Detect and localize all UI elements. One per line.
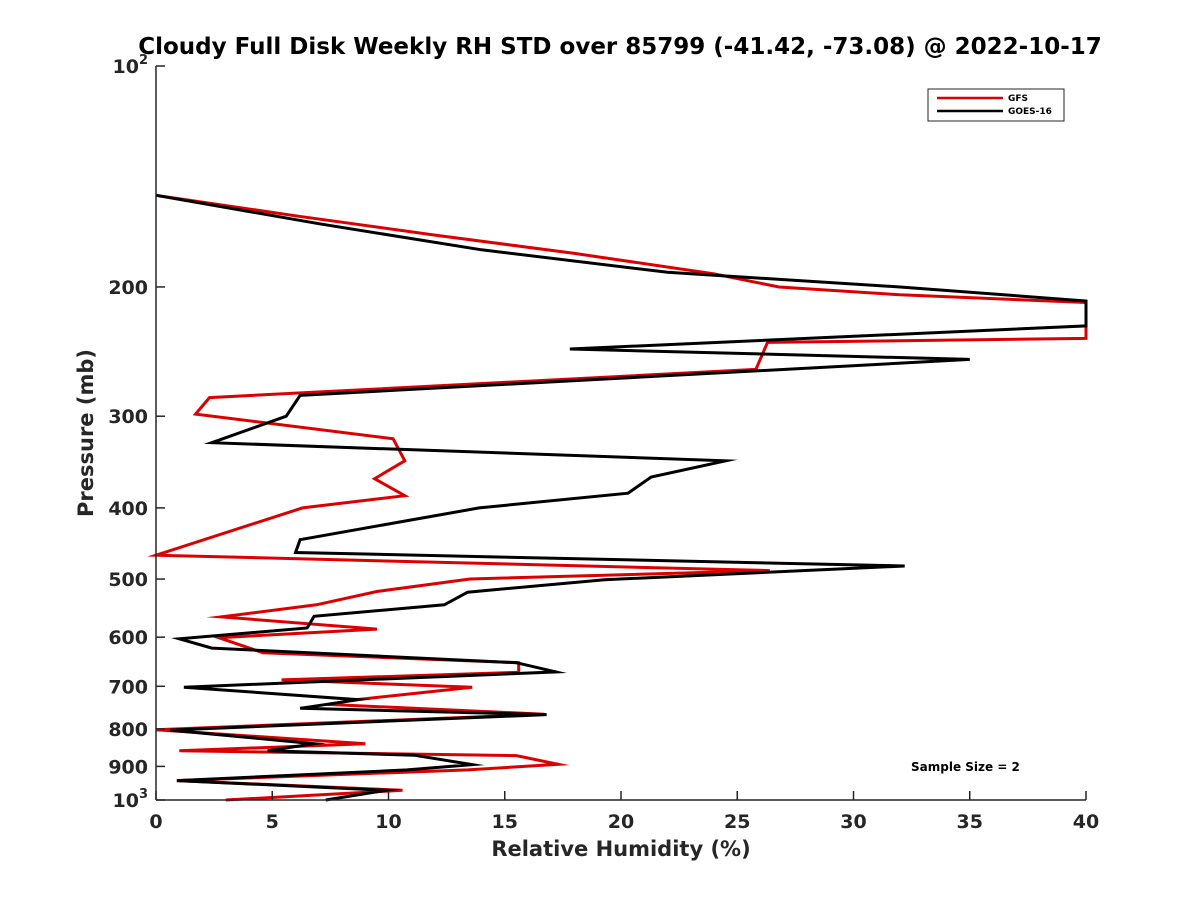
series-line-gfs xyxy=(147,193,1088,802)
x-tick-label: 10 xyxy=(375,811,401,833)
y-tick-label: 800 xyxy=(108,719,148,741)
x-tick-label: 35 xyxy=(957,811,983,833)
y-axis-label: Pressure (mb) xyxy=(74,349,98,517)
legend-label: GFS xyxy=(1008,94,1028,104)
legend: GFS GOES-16 xyxy=(927,88,1065,122)
y-ticks: 200 300 400 500 600 700 800 900 102 103 xyxy=(108,53,165,812)
y-tick-label: 900 xyxy=(108,756,148,778)
y-tick-label: 300 xyxy=(108,406,148,428)
legend-entries: GFS GOES-16 xyxy=(937,94,1052,117)
plot-area xyxy=(147,193,1088,802)
x-tick-label: 30 xyxy=(840,811,866,833)
x-tick-label: 5 xyxy=(266,811,279,833)
x-axis-label: Relative Humidity (%) xyxy=(491,837,750,861)
y-tick-label: 500 xyxy=(108,569,148,591)
y-tick-label: 700 xyxy=(108,676,148,698)
y-tick-label: 103 xyxy=(113,787,149,812)
legend-box xyxy=(927,88,1065,122)
x-ticks: 0 5 10 15 20 25 30 35 40 xyxy=(149,791,1099,833)
x-tick-label: 20 xyxy=(608,811,634,833)
legend-label: GOES-16 xyxy=(1008,107,1052,117)
axes xyxy=(155,66,1086,801)
x-tick-label: 15 xyxy=(492,811,518,833)
x-tick-label: 25 xyxy=(724,811,750,833)
series-line-goes-16 xyxy=(155,193,1088,802)
y-tick-label: 600 xyxy=(108,627,148,649)
x-tick-label: 40 xyxy=(1073,811,1099,833)
y-tick-label: 200 xyxy=(108,277,148,299)
chart-title: Cloudy Full Disk Weekly RH STD over 8579… xyxy=(138,34,1102,60)
sample-size-annotation: Sample Size = 2 xyxy=(911,760,1020,774)
y-tick-label: 400 xyxy=(108,498,148,520)
y-tick-label: 102 xyxy=(113,53,149,78)
x-tick-label: 0 xyxy=(149,811,162,833)
